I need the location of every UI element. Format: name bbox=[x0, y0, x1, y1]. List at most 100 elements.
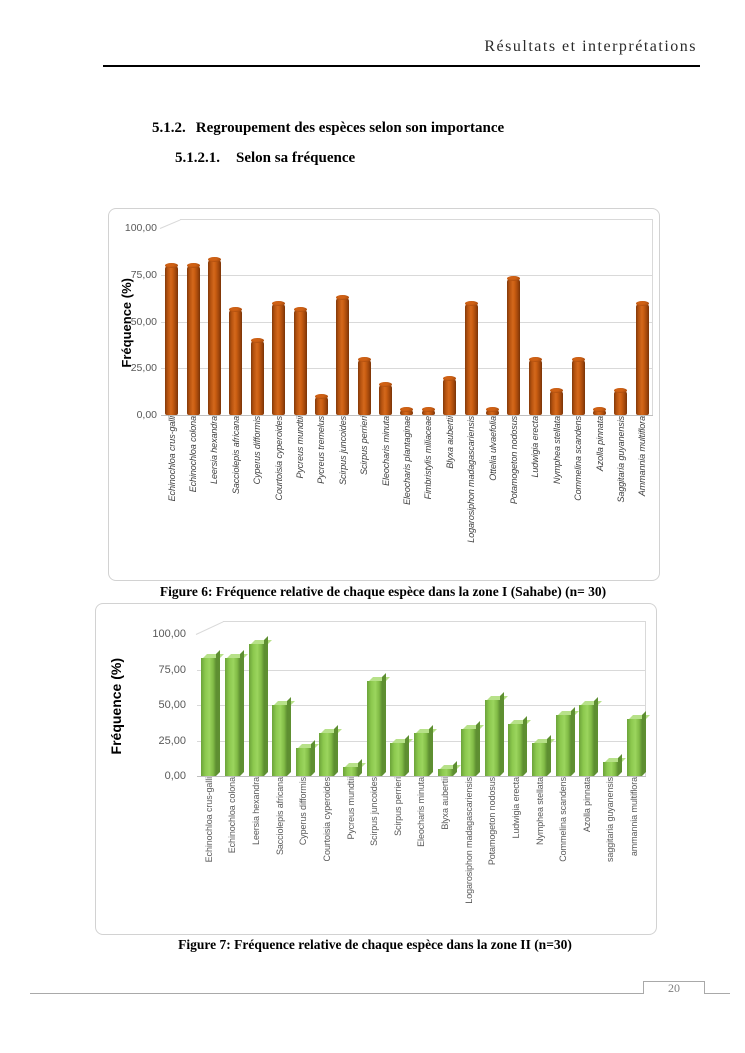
category-label-cell: Scirpus perrieri bbox=[354, 416, 375, 574]
category-label-cell: Courtoisia cyperoides bbox=[268, 416, 289, 574]
category-label: Blyxa aubertii bbox=[444, 416, 455, 469]
subsection-number: 5.1.2.1. bbox=[175, 150, 220, 166]
category-label: saggitaria guyanensis bbox=[605, 777, 616, 862]
category-label-cell: Scirpus juncoides bbox=[362, 777, 386, 929]
category-label: Scirpus perrieri bbox=[359, 416, 370, 475]
bar-column bbox=[546, 228, 567, 415]
category-label-cell: Commelina scandens bbox=[551, 777, 575, 929]
category-label-cell: Leersia hexandra bbox=[244, 777, 268, 929]
category-label-cell: Blyxa aubertii bbox=[433, 777, 457, 929]
bar-column bbox=[292, 634, 316, 776]
category-label-cell: Scirpus juncoides bbox=[332, 416, 353, 574]
gridline-50 bbox=[161, 321, 653, 323]
category-label-cell: Eleocharis plantaginae bbox=[396, 416, 417, 574]
category-label-cell: Pycreus tremelus bbox=[311, 416, 332, 574]
category-label: Cyperus difformis bbox=[252, 416, 263, 485]
category-label: Scirpus juncoides bbox=[337, 416, 348, 485]
bar-column bbox=[575, 634, 599, 776]
bar-column bbox=[386, 634, 410, 776]
category-label: Ottelia ulvaefolia bbox=[487, 416, 498, 481]
bar bbox=[272, 300, 286, 415]
gridline-100 bbox=[180, 219, 653, 220]
bar-column bbox=[589, 228, 610, 415]
category-label: Logarosiphon madagascariensis bbox=[463, 777, 474, 904]
bar-column bbox=[197, 634, 221, 776]
y-tick-label: 25,00 bbox=[130, 362, 157, 375]
category-label-cell: Courtoisia cyperoides bbox=[315, 777, 339, 929]
bar bbox=[165, 263, 179, 415]
bar-column bbox=[221, 634, 245, 776]
category-label: ammannia multiflora bbox=[629, 777, 640, 857]
page-number: 20 bbox=[668, 980, 680, 995]
figure6-caption: Figure 6: Fréquence relative de chaque e… bbox=[159, 584, 607, 599]
bar bbox=[421, 406, 435, 415]
category-label: Echinochloa colona bbox=[227, 777, 238, 854]
category-label-cell: Eleocharis minuta bbox=[375, 416, 396, 574]
category-label-cell: Eleocharis minuta bbox=[410, 777, 434, 929]
bar bbox=[343, 766, 359, 776]
bar bbox=[635, 300, 649, 415]
plot-right-edge bbox=[652, 219, 653, 415]
gridline-25 bbox=[161, 368, 653, 370]
y-tick-label: 25,00 bbox=[158, 734, 186, 747]
category-label: Pycreus tremelus bbox=[316, 416, 327, 484]
bar bbox=[507, 275, 521, 415]
bar bbox=[207, 257, 221, 415]
category-label: Fimbristylis miliaceae bbox=[423, 416, 434, 500]
bar bbox=[579, 705, 595, 776]
bar bbox=[390, 742, 406, 776]
bar bbox=[413, 733, 429, 776]
category-label: Pycreus mundtii bbox=[295, 416, 306, 479]
bar bbox=[229, 306, 243, 415]
category-label-cell: Ottelia ulvaefolia bbox=[482, 416, 503, 574]
category-label: Echinochloa colona bbox=[188, 416, 199, 493]
category-label: Commelina scandens bbox=[573, 416, 584, 501]
category-label: Leersia hexandra bbox=[251, 777, 262, 845]
bar bbox=[400, 406, 414, 415]
bar-column bbox=[528, 634, 552, 776]
bar bbox=[379, 381, 393, 415]
gridline-100 bbox=[223, 621, 646, 622]
category-label-cell: Cyperus difformis bbox=[292, 777, 316, 929]
bar bbox=[314, 394, 328, 415]
category-label-cell: Ludwigia erecta bbox=[525, 416, 546, 574]
gridline-75 bbox=[161, 274, 653, 276]
plot-area bbox=[195, 621, 646, 777]
bar-column bbox=[433, 634, 457, 776]
section-number: 5.1.2. bbox=[152, 120, 186, 136]
section-title: Regroupement des espèces selon son impor… bbox=[195, 120, 505, 136]
bar bbox=[336, 294, 350, 415]
category-label-cell: Pycreus mundtii bbox=[289, 416, 310, 574]
category-label-cell: ammannia multiflora bbox=[622, 777, 646, 929]
bar-column bbox=[632, 228, 653, 415]
category-label: Sacciolepis africana bbox=[230, 416, 241, 495]
bar bbox=[248, 643, 264, 776]
bar-column bbox=[599, 634, 623, 776]
bar bbox=[293, 306, 307, 415]
category-label: Azolla pinnata bbox=[594, 416, 605, 472]
bar-column bbox=[504, 634, 528, 776]
category-label-cell: Sacciolepis africana bbox=[225, 416, 246, 574]
y-tick-label: 0,00 bbox=[164, 770, 186, 782]
bar-column bbox=[268, 228, 289, 415]
x-axis-labels: Echinochloa crus-galli Echinochloa colona… bbox=[197, 777, 646, 929]
figure6-chart-panel: Fréquence (%) 100,00 75,00 50,00 25,00 0,00 … bbox=[108, 208, 660, 581]
bar bbox=[626, 719, 642, 776]
y-tick-label: 100,00 bbox=[152, 628, 186, 640]
bar bbox=[550, 388, 564, 415]
bar bbox=[602, 761, 618, 776]
category-label-cell: Nymphea stellata bbox=[546, 416, 567, 574]
category-label: Echinochloa crus-galli bbox=[166, 416, 177, 502]
category-label: Cyperus difformis bbox=[298, 777, 309, 846]
category-label: Ludwigia erecta bbox=[510, 777, 521, 839]
category-label: Scirpus perrieri bbox=[392, 777, 403, 836]
bar-column bbox=[396, 228, 417, 415]
bar-column bbox=[551, 634, 575, 776]
category-label-cell: Azolla pinnata bbox=[575, 777, 599, 929]
back-wall-diagonal bbox=[195, 621, 224, 635]
bar bbox=[319, 733, 335, 776]
bar-column bbox=[503, 228, 524, 415]
category-label-cell: Cyperus difformis bbox=[247, 416, 268, 574]
category-label: Echinochloa crus-galli bbox=[203, 777, 214, 863]
